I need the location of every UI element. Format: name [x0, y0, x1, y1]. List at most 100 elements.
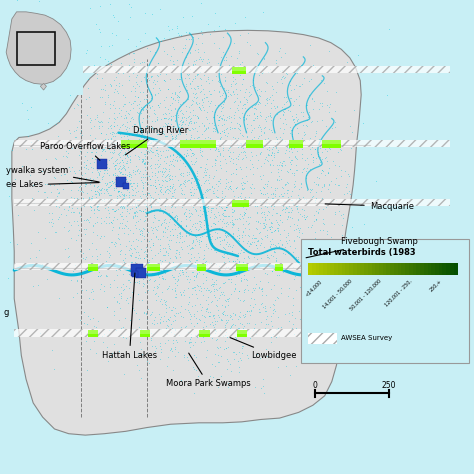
Point [229, 220, 237, 228]
Point [263, 94, 271, 102]
Point [257, 190, 265, 197]
Point [332, 253, 340, 261]
Point [162, 176, 169, 184]
Point [131, 278, 138, 286]
Point [142, 216, 149, 223]
Point [166, 188, 174, 195]
Point [173, 131, 180, 139]
Point [158, 288, 166, 295]
Point [191, 67, 199, 74]
Point [210, 189, 218, 197]
Point [279, 136, 286, 143]
Point [148, 118, 155, 125]
Point [251, 383, 259, 391]
Point [160, 251, 167, 259]
Point [68, 221, 75, 229]
Point [256, 99, 264, 107]
Point [266, 109, 273, 117]
Point [347, 145, 355, 152]
Point [228, 275, 235, 283]
Point [207, 197, 215, 205]
Point [241, 93, 248, 100]
Point [191, 338, 198, 346]
Point [193, 183, 201, 191]
Point [232, 334, 239, 342]
Point [229, 348, 237, 356]
Point [218, 107, 225, 115]
Point [338, 231, 346, 239]
Point [185, 338, 193, 346]
Point [277, 175, 284, 182]
Point [171, 332, 179, 340]
Point [177, 108, 184, 115]
Point [98, 129, 105, 137]
Point [235, 125, 243, 133]
Point [231, 284, 239, 292]
Point [142, 170, 149, 178]
Point [143, 138, 150, 146]
Point [182, 230, 190, 237]
Point [252, 100, 260, 108]
Point [173, 211, 180, 219]
Point [196, 237, 203, 244]
Bar [356, 263, 361, 275]
Point [155, 103, 163, 111]
Point [197, 212, 204, 219]
Point [316, 205, 323, 213]
Point [220, 258, 228, 265]
Point [117, 196, 124, 204]
Point [270, 281, 278, 289]
Point [312, 217, 320, 224]
Point [256, 197, 264, 204]
Point [219, 121, 226, 128]
Point [134, 93, 141, 100]
Point [93, 202, 100, 210]
Point [160, 130, 168, 138]
Point [229, 155, 237, 163]
Point [198, 96, 206, 104]
Point [253, 237, 261, 245]
Point [83, 46, 91, 54]
Point [193, 169, 201, 176]
Point [160, 114, 167, 121]
Point [267, 65, 274, 73]
Point [69, 201, 77, 209]
Point [81, 138, 88, 146]
Point [134, 128, 142, 136]
Point [65, 202, 73, 210]
Point [272, 209, 280, 217]
Point [204, 20, 212, 28]
Point [237, 71, 244, 79]
Point [113, 271, 121, 279]
Point [100, 197, 108, 205]
Point [155, 59, 162, 67]
Point [270, 252, 277, 259]
Point [55, 294, 63, 301]
Point [152, 232, 160, 240]
Point [279, 184, 287, 191]
Point [162, 317, 170, 324]
Point [211, 102, 219, 109]
Point [151, 91, 158, 99]
Point [218, 114, 225, 121]
Point [122, 282, 129, 290]
Point [166, 254, 174, 262]
Point [155, 259, 163, 266]
Point [156, 266, 164, 274]
Point [286, 81, 294, 89]
Point [117, 331, 125, 338]
Point [89, 164, 97, 172]
Point [237, 98, 244, 106]
Point [207, 288, 214, 296]
Point [123, 123, 131, 131]
Point [237, 354, 244, 361]
Point [157, 345, 164, 352]
Point [147, 329, 155, 337]
Point [179, 118, 186, 126]
Point [270, 151, 277, 158]
Point [125, 170, 132, 178]
Point [149, 195, 157, 203]
Point [266, 195, 273, 202]
Point [174, 201, 182, 209]
Point [116, 123, 124, 131]
